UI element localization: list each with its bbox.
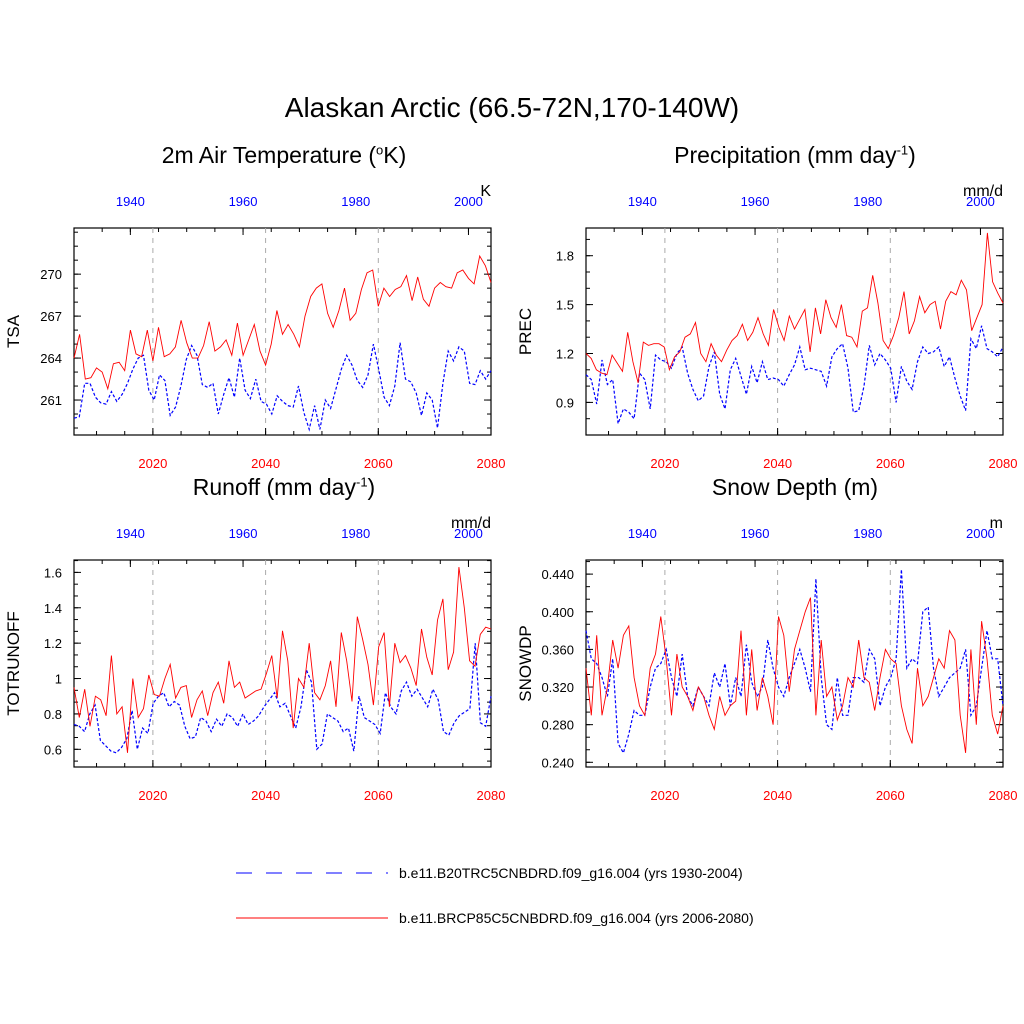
panel-title-part: Snow Depth (m) xyxy=(711,474,879,500)
y-tick-label: 1.2 xyxy=(556,347,574,362)
series-line-future xyxy=(585,597,1004,753)
y-tick-label: 0.280 xyxy=(541,718,574,733)
x-tick-label-future: 2080 xyxy=(989,456,1018,471)
panel-title-superscript: o xyxy=(376,142,384,158)
x-tick-label-hist: 2000 xyxy=(966,194,995,209)
x-tick-label-hist: 1940 xyxy=(628,194,657,209)
chart-panel-totrunoff: 0.6 0.8 1 1.2 1.4 1.6 TOTRUNOFF 2020 2040 2060 208… xyxy=(4,515,505,803)
panel-title-part: Precipitation (mm day xyxy=(674,142,897,168)
plot-frame xyxy=(585,227,1004,436)
x-tick-label-future: 2080 xyxy=(477,456,506,471)
x-tick-label-future: 2080 xyxy=(477,788,506,803)
y-tick-label: 270 xyxy=(40,267,62,282)
x-tick-label-hist: 1960 xyxy=(741,526,770,541)
panel-title-part: ) xyxy=(367,474,376,500)
chart-panel-prec: 0.9 1.2 1.5 1.8 PREC 2020 2040 2060 2080 1940 1960… xyxy=(516,183,1017,471)
y-tick-label: 1.4 xyxy=(44,601,62,616)
y-tick-label: 267 xyxy=(40,309,62,324)
x-tick-label-future: 2060 xyxy=(876,788,905,803)
x-tick-label-hist: 2000 xyxy=(966,526,995,541)
panel-title-precipitation: Precipitation (mm day-1) xyxy=(585,142,1005,169)
x-tick-label-hist: 1940 xyxy=(116,526,145,541)
y-tick-label: 1 xyxy=(55,672,62,687)
plot-frame xyxy=(73,227,492,436)
x-tick-label-hist: 1960 xyxy=(229,526,258,541)
x-tick-label-hist: 1980 xyxy=(853,526,882,541)
series-line-historical xyxy=(585,325,1004,424)
plot-frame xyxy=(585,559,1004,768)
x-tick-label-future: 2040 xyxy=(251,788,280,803)
panel-title-runoff: Runoff (mm day-1) xyxy=(74,474,494,501)
units-label: m xyxy=(990,515,1003,532)
series-line-historical xyxy=(73,342,492,432)
series-line-future xyxy=(73,567,492,753)
x-tick-label-hist: 1940 xyxy=(116,194,145,209)
x-tick-label-future: 2060 xyxy=(364,788,393,803)
panel-title-temperature: 2m Air Temperature (oK) xyxy=(74,142,494,169)
x-tick-label-future: 2060 xyxy=(364,456,393,471)
x-tick-label-future: 2020 xyxy=(650,456,679,471)
y-axis-label: SNOWDP xyxy=(516,625,535,702)
x-tick-label-future: 2080 xyxy=(989,788,1018,803)
y-tick-label: 0.9 xyxy=(556,395,574,410)
panel-title-part: ) xyxy=(908,142,916,168)
x-tick-label-future: 2020 xyxy=(650,788,679,803)
y-tick-label: 0.320 xyxy=(541,680,574,695)
y-tick-label: 261 xyxy=(40,393,62,408)
y-axis-label: TOTRUNOFF xyxy=(4,611,23,716)
x-tick-label-future: 2040 xyxy=(251,456,280,471)
panel-title-snow-depth: Snow Depth (m) xyxy=(585,474,1005,501)
x-tick-label-hist: 1980 xyxy=(853,194,882,209)
units-label: K xyxy=(480,183,491,200)
y-tick-label: 0.400 xyxy=(541,605,574,620)
chart-panel-snowdp: 0.240 0.280 0.320 0.360 0.400 0.440 SNOWDP 2020… xyxy=(516,515,1017,803)
x-tick-label-future: 2040 xyxy=(763,456,792,471)
panel-title-superscript: -1 xyxy=(896,142,909,158)
panel-title-part: Runoff (mm day xyxy=(192,474,356,500)
plot-frame xyxy=(73,559,492,768)
series-line-historical xyxy=(73,643,492,754)
y-tick-label: 0.440 xyxy=(541,567,574,582)
x-tick-label-future: 2020 xyxy=(138,788,167,803)
series-line-future xyxy=(73,254,492,391)
panel-title-part: 2m Air Temperature ( xyxy=(161,142,377,168)
y-tick-label: 0.8 xyxy=(44,707,62,722)
x-tick-label-hist: 1960 xyxy=(741,194,770,209)
panel-title-part: K) xyxy=(383,142,407,168)
y-axis-label: PREC xyxy=(516,308,535,355)
y-tick-label: 0.360 xyxy=(541,642,574,657)
x-tick-label-hist: 1980 xyxy=(341,194,370,209)
y-axis-label: TSA xyxy=(4,314,23,348)
x-tick-label-hist: 2000 xyxy=(454,526,483,541)
y-tick-label: 1.5 xyxy=(556,298,574,313)
y-tick-label: 1.6 xyxy=(44,565,62,580)
y-tick-label: 0.240 xyxy=(541,755,574,770)
main-title: Alaskan Arctic (66.5-72N,170-140W) xyxy=(284,92,740,123)
chart-panel-tsa: 261 264 267 270 TSA 2020 2040 2060 2080 1940 1960 1… xyxy=(4,183,505,471)
units-label: mm/d xyxy=(963,183,1003,200)
y-tick-label: 1.8 xyxy=(556,249,574,264)
x-tick-label-future: 2020 xyxy=(138,456,167,471)
x-tick-label-hist: 1960 xyxy=(229,194,258,209)
panel-title-superscript: -1 xyxy=(355,474,368,490)
x-tick-label-hist: 1980 xyxy=(341,526,370,541)
x-tick-label-hist: 2000 xyxy=(454,194,483,209)
x-tick-label-future: 2040 xyxy=(763,788,792,803)
y-tick-label: 1.2 xyxy=(44,636,62,651)
y-tick-label: 264 xyxy=(40,351,62,366)
units-label: mm/d xyxy=(451,515,491,532)
x-tick-label-future: 2060 xyxy=(876,456,905,471)
x-tick-label-hist: 1940 xyxy=(628,526,657,541)
series-line-future xyxy=(585,232,1004,383)
series-line-historical xyxy=(585,569,1004,755)
y-tick-label: 0.6 xyxy=(44,742,62,757)
